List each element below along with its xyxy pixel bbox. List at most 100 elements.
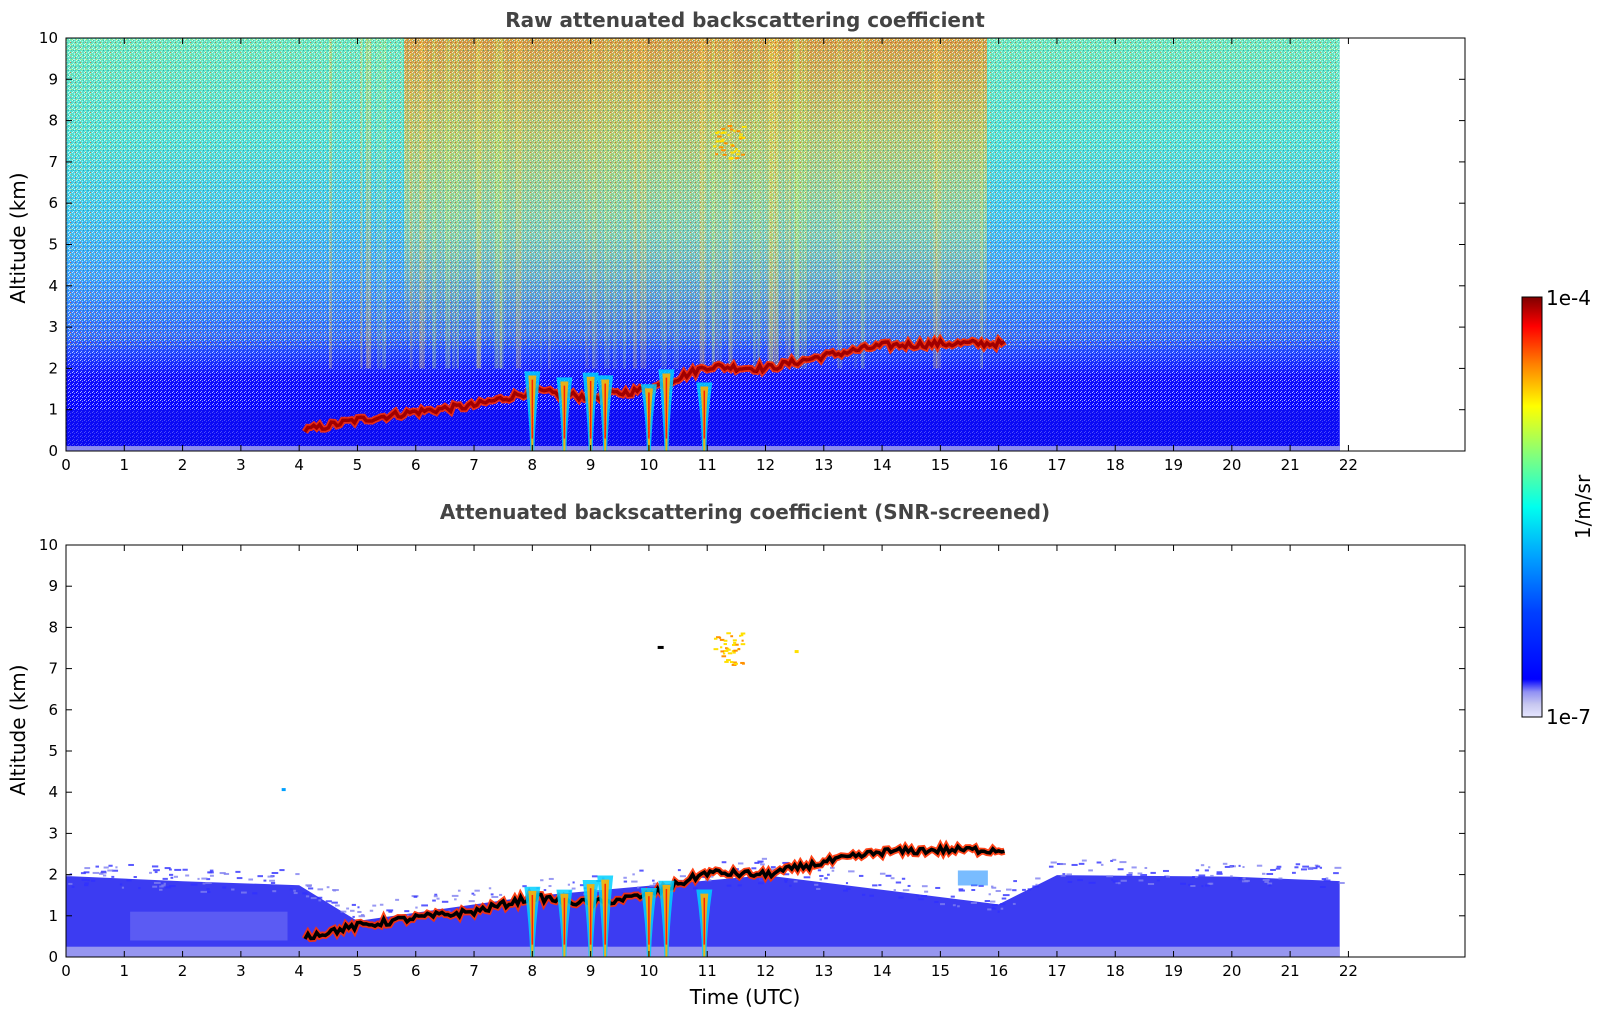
- x-tick-label: 17: [1047, 962, 1066, 980]
- cirrus-pixel: [730, 635, 734, 638]
- screened-fringe-pixel: [631, 880, 638, 883]
- screened-fringe-pixel: [267, 875, 274, 878]
- x-tick-label: 9: [586, 962, 596, 980]
- x-tick-label: 4: [294, 962, 304, 980]
- screened-fringe-pixel: [388, 910, 393, 913]
- screened-fringe-pixel: [200, 890, 208, 893]
- cirrus-pixel: [736, 153, 740, 156]
- screened-fringe-pixel: [1229, 865, 1233, 868]
- screened-fringe-pixel: [1302, 865, 1310, 868]
- screened-fringe-pixel: [95, 865, 100, 868]
- screened-fringe-pixel: [1056, 862, 1063, 865]
- screened-fringe-pixel: [1048, 865, 1054, 868]
- screened-fringe-pixel: [1295, 863, 1301, 866]
- screened-fringe-pixel: [902, 889, 910, 892]
- screened-fringe-pixel: [793, 880, 798, 883]
- cirrus-pixel: [741, 662, 745, 665]
- screened-fringe-pixel: [540, 879, 544, 882]
- screened-fringe-pixel: [293, 892, 298, 895]
- y-tick-label: 0: [48, 442, 58, 460]
- cirrus-pixel: [721, 127, 726, 130]
- screened-fringe-pixel: [782, 861, 789, 864]
- screened-fringe-pixel: [1117, 882, 1121, 885]
- cirrus-pixel: [717, 130, 720, 133]
- screened-fringe-pixel: [1035, 877, 1041, 880]
- screened-fringe-pixel: [916, 894, 919, 897]
- raw-y-axis-label: Altitude (km): [6, 172, 30, 303]
- screened-fringe-pixel: [1334, 866, 1342, 869]
- screened-fringe-pixel: [991, 885, 994, 888]
- screened-fringe-pixel: [1081, 859, 1087, 862]
- x-tick-label: 18: [1106, 962, 1125, 980]
- screened-fringe-pixel: [1262, 872, 1266, 875]
- cirrus-pixel: [731, 643, 736, 646]
- screened-fringe-pixel: [1165, 875, 1171, 878]
- screened-fringe-pixel: [164, 867, 171, 870]
- screened-fringe-pixel: [386, 909, 394, 912]
- cirrus-pixel: [729, 661, 734, 664]
- screened-fringe-pixel: [997, 910, 1000, 913]
- x-tick-label: 16: [989, 456, 1008, 474]
- screened-fringe-pixel: [803, 876, 811, 879]
- cirrus-pixel: [741, 136, 746, 139]
- screened-fringe-pixel: [957, 905, 960, 908]
- panel-screened-title: Attenuated backscattering coefficient (S…: [440, 500, 1050, 524]
- colorbar-max-label: 1e-4: [1546, 286, 1591, 310]
- screened-fringe-pixel: [205, 881, 212, 884]
- screened-fringe-pixel: [1278, 877, 1283, 880]
- y-tick-label: 4: [48, 783, 58, 801]
- screened-fringe-pixel: [754, 861, 760, 864]
- screened-fringe-pixel: [1238, 878, 1242, 881]
- screened-fringe-pixel: [935, 886, 941, 889]
- screened-fringe-pixel: [357, 906, 360, 909]
- screened-fringe-pixel: [1156, 879, 1160, 882]
- screened-fringe-pixel: [360, 914, 365, 917]
- cirrus-pixel: [741, 639, 744, 642]
- screened-fringe-pixel: [736, 870, 742, 873]
- cirrus-pixel: [738, 647, 741, 650]
- screened-fringe-pixel: [168, 885, 176, 888]
- screened-fringe-pixel: [970, 902, 977, 905]
- x-tick-label: 22: [1339, 456, 1358, 474]
- screened-fringe-pixel: [760, 863, 765, 866]
- screened-fringe-pixel: [872, 884, 878, 887]
- screened-fringe-pixel: [203, 890, 211, 893]
- cirrus-pixel: [730, 151, 735, 154]
- screened-fringe-pixel: [152, 885, 158, 888]
- screened-fringe-pixel: [84, 882, 89, 885]
- cirrus-pixel: [737, 150, 741, 153]
- screened-fringe-pixel: [759, 878, 765, 881]
- screened-fringe-pixel: [814, 883, 819, 886]
- screened-fringe-pixel: [318, 899, 322, 902]
- screened-fringe-pixel: [1035, 883, 1038, 886]
- x-tick-label: 7: [469, 962, 479, 980]
- screened-fringe-pixel: [289, 888, 293, 891]
- screened-fringe-pixel: [845, 882, 849, 885]
- x-tick-label: 7: [469, 456, 479, 474]
- x-tick-label: 12: [756, 456, 775, 474]
- screened-fringe-pixel: [379, 903, 384, 906]
- x-tick-label: 2: [178, 962, 188, 980]
- cirrus-pixel: [738, 137, 742, 140]
- screened-fringe-pixel: [895, 881, 902, 884]
- y-tick-label: 10: [39, 536, 58, 554]
- screened-fringe-pixel: [1198, 874, 1206, 877]
- x-tick-label: 14: [873, 962, 892, 980]
- screened-fringe-pixel: [758, 882, 764, 885]
- cirrus-pixel: [722, 652, 726, 655]
- screened-fringe-pixel: [115, 866, 118, 869]
- y-tick-label: 2: [48, 866, 58, 884]
- screened-fringe-pixel: [950, 895, 955, 898]
- screened-x-axis: 0 1 2 3 4 5 6 7 8 9 10 11 12 13 14 15 16 17 18 19 20 21 22: [61, 545, 1358, 980]
- screened-fringe-pixel: [632, 873, 635, 876]
- screened-fringe-pixel: [737, 884, 742, 887]
- screened-fringe-pixel: [473, 893, 476, 896]
- x-tick-label: 20: [1222, 962, 1241, 980]
- screened-fringe-pixel: [893, 889, 896, 892]
- screened-fringe-pixel: [768, 868, 775, 871]
- screened-fringe-pixel: [845, 887, 851, 890]
- screened-fringe-pixel: [162, 877, 168, 880]
- screened-fringe-pixel: [1140, 873, 1148, 876]
- screened-fringe-pixel: [1204, 869, 1209, 872]
- screened-fringe-pixel: [103, 866, 109, 869]
